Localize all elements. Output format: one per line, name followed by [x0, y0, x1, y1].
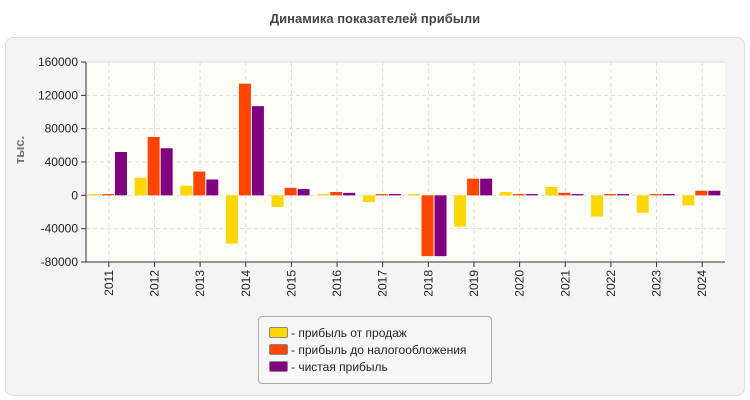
- bar-2017-1: [375, 194, 388, 196]
- legend-swatch: [269, 327, 288, 338]
- x-tick-label: 2020: [513, 270, 527, 297]
- bar-2021-2: [571, 194, 584, 196]
- y-tick-label: 160000: [38, 55, 78, 69]
- plot-area: [86, 62, 725, 262]
- bar-2024-2: [708, 190, 721, 196]
- bar-2023-2: [662, 194, 675, 196]
- chart-title: Динамика показателей прибыли: [269, 11, 481, 26]
- bar-2019-1: [467, 178, 480, 196]
- y-tick-label: 40000: [45, 155, 79, 169]
- bar-2012-1: [147, 137, 160, 196]
- bar-2020-1: [512, 194, 525, 196]
- bar-2018-0: [408, 194, 421, 196]
- bar-2021-1: [558, 192, 571, 196]
- bar-2021-0: [545, 187, 558, 196]
- bar-2012-0: [134, 177, 147, 196]
- legend-item-net-profit: - чистая прибыль: [269, 358, 491, 375]
- bar-2020-2: [525, 194, 538, 196]
- x-tick-label: 2021: [558, 270, 572, 297]
- legend-label: - чистая прибыль: [291, 359, 388, 374]
- bar-2015-2: [297, 189, 310, 196]
- x-tick-label: 2024: [695, 270, 709, 297]
- y-axis-label: тыс.: [12, 136, 27, 164]
- x-tick-label: 2013: [193, 270, 207, 297]
- bar-2016-2: [343, 192, 356, 196]
- bar-2023-1: [649, 194, 662, 196]
- x-tick-label: 2022: [604, 270, 618, 297]
- x-tick-label: 2014: [239, 270, 253, 297]
- bar-2019-0: [454, 195, 467, 227]
- x-tick-label: 2019: [467, 270, 481, 297]
- bar-2022-1: [604, 194, 617, 196]
- bar-2014-0: [225, 195, 238, 244]
- bar-2018-2: [434, 195, 447, 257]
- bar-2016-1: [330, 192, 343, 196]
- y-tick-label: 120000: [38, 88, 78, 102]
- bar-2014-1: [238, 83, 251, 196]
- legend-item-pretax-profit: - прибыль до налогообложения: [269, 341, 491, 358]
- bar-2017-0: [362, 195, 375, 202]
- bar-2024-0: [682, 195, 695, 206]
- bar-2011-2: [115, 152, 127, 196]
- y-tick-label: -80000: [41, 255, 79, 269]
- bar-2020-0: [499, 192, 512, 196]
- bar-2014-2: [251, 106, 264, 196]
- legend-swatch: [269, 361, 288, 372]
- legend: - прибыль от продаж - прибыль до налогоо…: [258, 316, 492, 384]
- y-tick-label: 80000: [45, 122, 79, 136]
- legend-item-sales-profit: - прибыль от продаж: [269, 324, 491, 341]
- x-tick-label: 2012: [147, 270, 161, 297]
- bar-2024-1: [695, 190, 708, 196]
- x-tick-label: 2015: [284, 270, 298, 297]
- x-tick-label: 2016: [330, 270, 344, 297]
- bar-2011-0: [89, 194, 101, 196]
- bar-2022-2: [617, 194, 630, 196]
- y-tick-label: 0: [71, 188, 78, 202]
- bar-2015-0: [271, 195, 284, 207]
- bar-2018-1: [421, 195, 434, 257]
- legend-label: - прибыль от продаж: [291, 325, 407, 340]
- bar-2012-2: [160, 148, 173, 196]
- y-tick-label: -40000: [41, 222, 79, 236]
- bar-2016-0: [317, 194, 330, 196]
- bar-2015-1: [284, 187, 297, 196]
- x-tick-label: 2017: [376, 270, 390, 297]
- bar-2011-1: [102, 194, 114, 196]
- bar-2022-0: [591, 195, 604, 217]
- bar-2019-2: [480, 178, 493, 196]
- x-tick-label: 2018: [421, 270, 435, 297]
- bar-2017-2: [388, 194, 401, 196]
- bar-2023-0: [636, 195, 649, 213]
- legend-swatch: [269, 344, 288, 355]
- x-tick-label: 2023: [650, 270, 664, 297]
- bar-2013-2: [206, 179, 219, 196]
- bar-2013-1: [193, 171, 206, 196]
- bar-2013-0: [180, 185, 193, 196]
- legend-label: - прибыль до налогообложения: [291, 342, 467, 357]
- x-tick-label: 2011: [102, 270, 116, 296]
